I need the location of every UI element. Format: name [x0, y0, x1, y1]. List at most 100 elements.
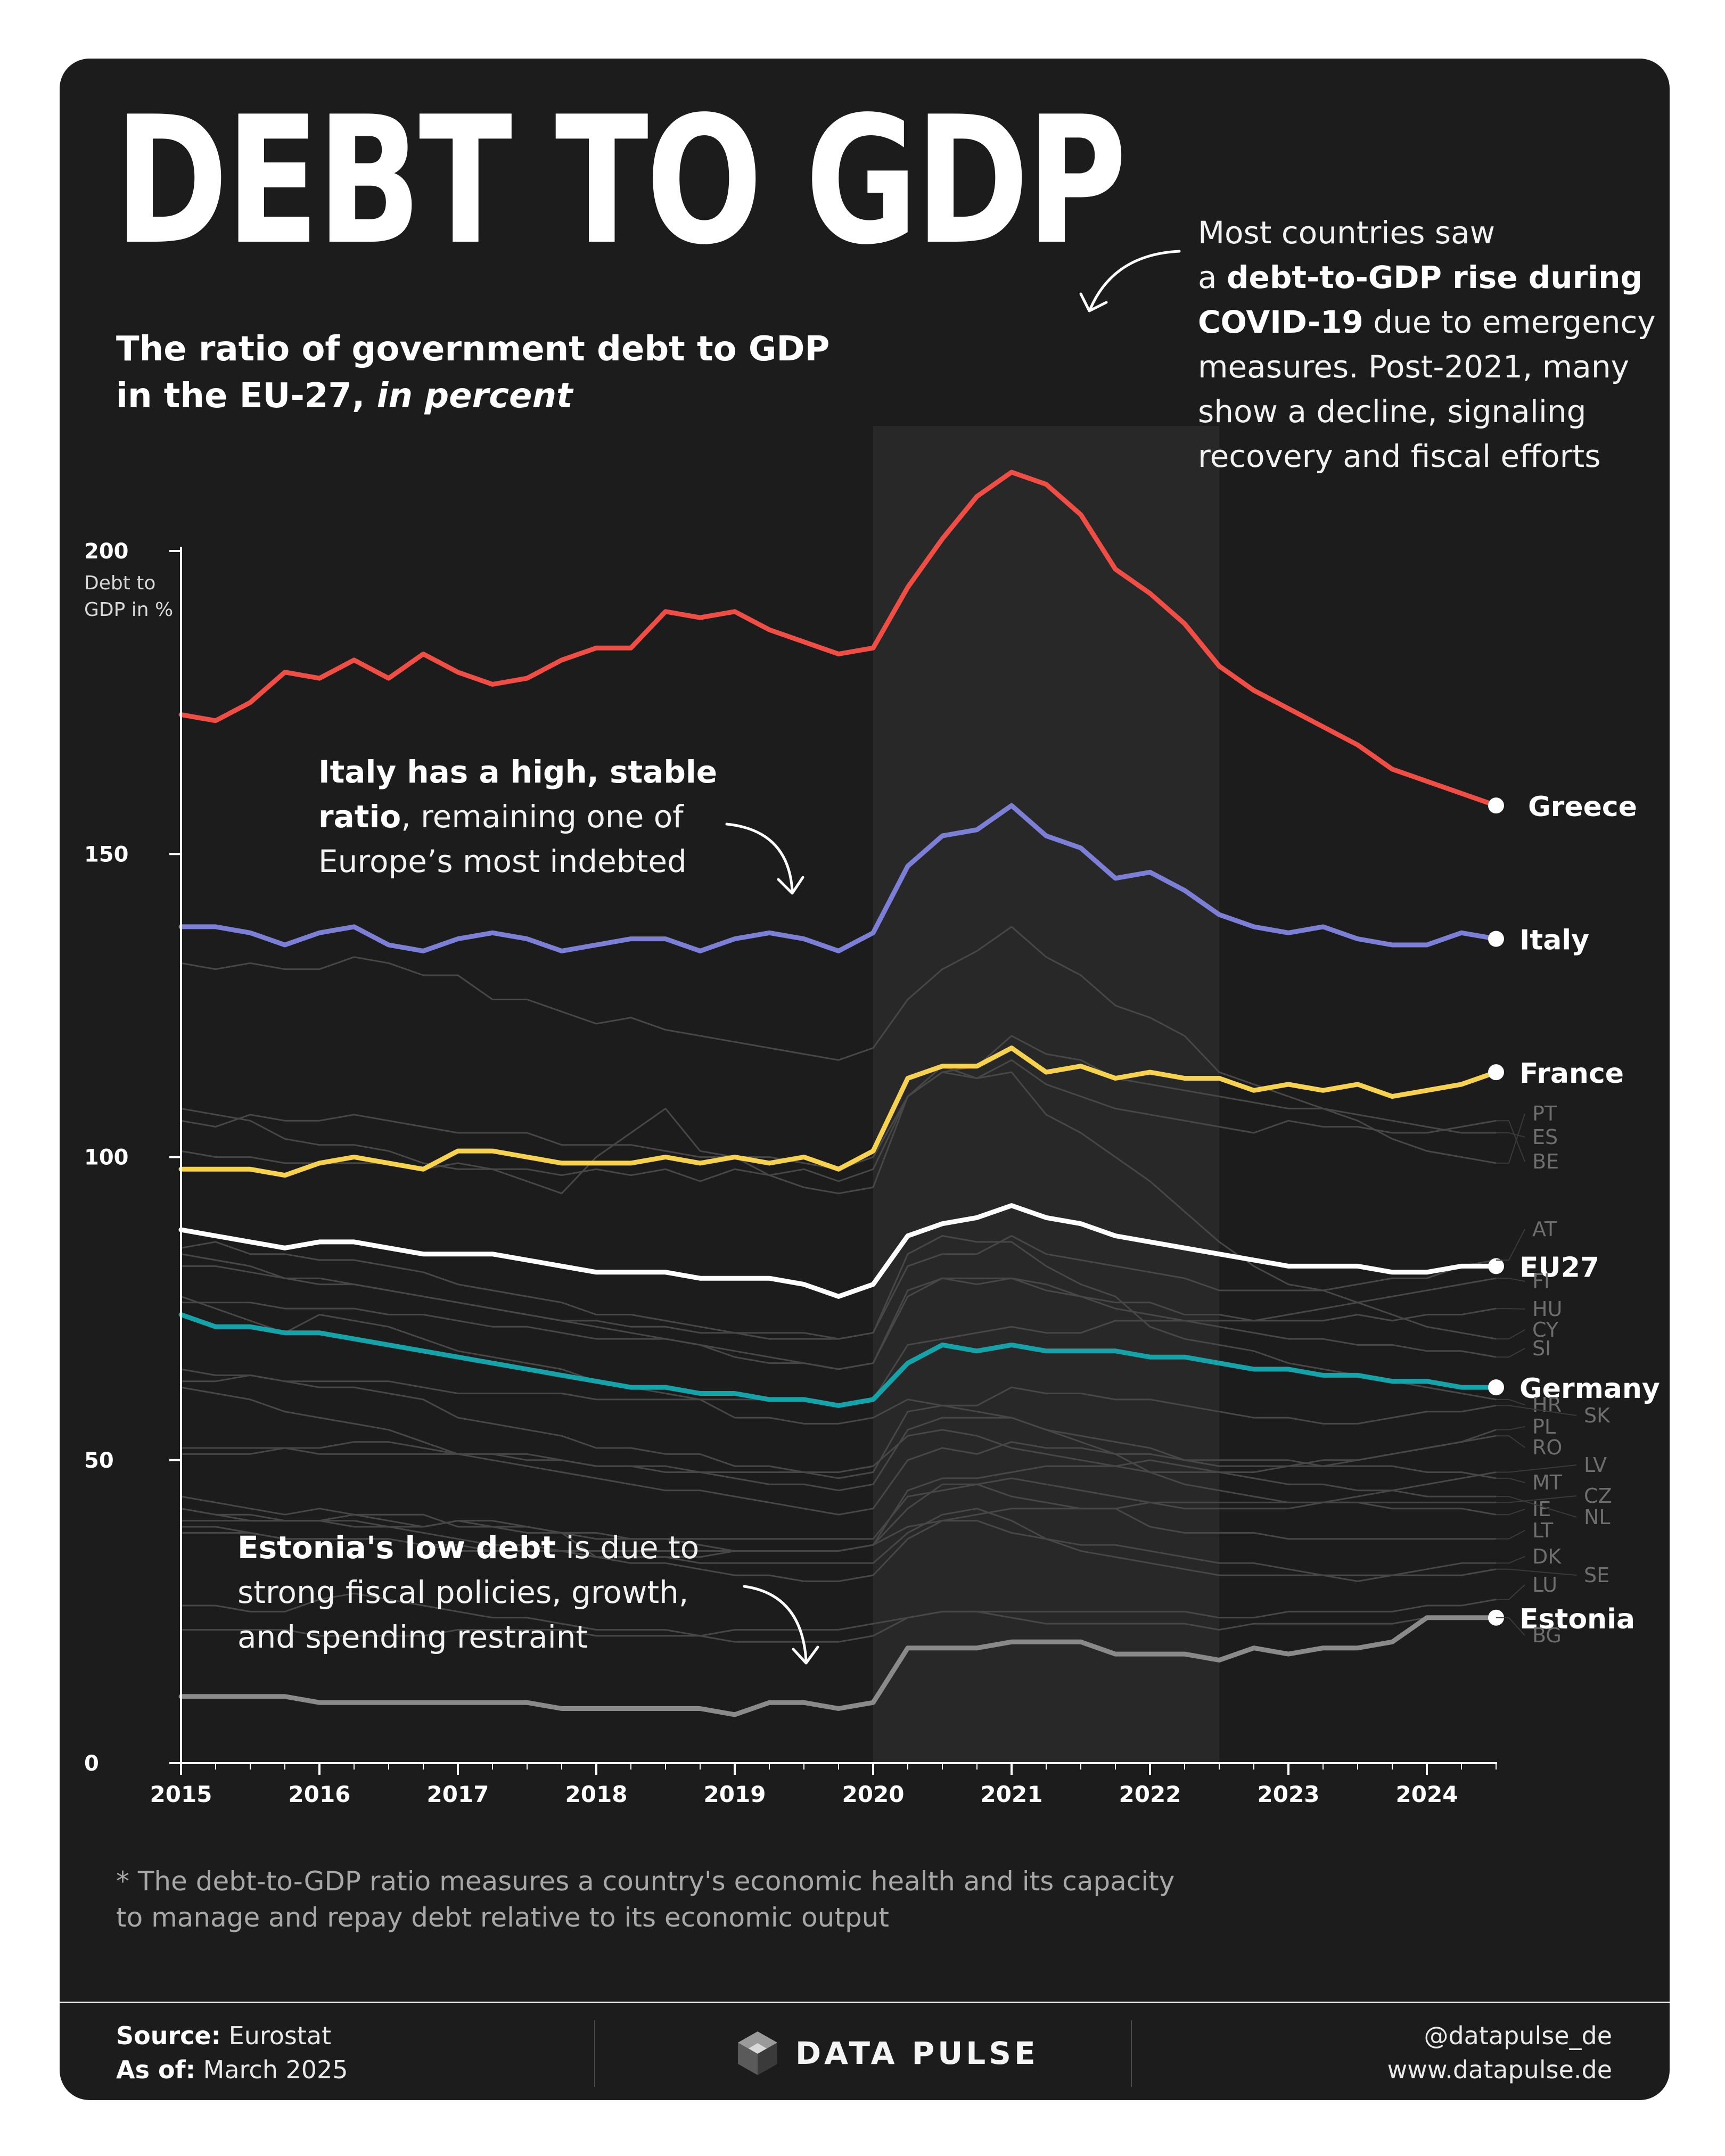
covid-note-line-5: show a decline, signaling	[1198, 393, 1587, 430]
end-label-greece: Greece	[1528, 791, 1637, 823]
end-leader-pt	[1496, 1113, 1525, 1164]
x-tick-label: 2020	[842, 1781, 905, 1807]
series-line-nl	[180, 1368, 1496, 1497]
end-leader-es	[1496, 1132, 1525, 1138]
end-leader-at	[1496, 1229, 1525, 1261]
italy-arrow	[725, 822, 794, 892]
x-tick-label: 2017	[427, 1781, 489, 1807]
asof-line: As of: March 2025	[116, 2053, 348, 2087]
y-tick-label: 100	[84, 1146, 129, 1170]
social-handle[interactable]: @datapulse_de	[1424, 2021, 1612, 2050]
series-line-germany	[178, 1312, 1499, 1408]
end-label-ie: IE	[1532, 1497, 1551, 1521]
italy-note-line-3: Europe’s most indebted	[318, 843, 687, 879]
subtitle-italic: in percent	[376, 376, 573, 416]
series-line-pt	[180, 926, 1497, 1164]
y-axis-unit-line-2: GDP in %	[84, 599, 173, 621]
x-tick-label: 2024	[1396, 1781, 1458, 1807]
estonia-note-line-3: and spending restraint	[237, 1619, 588, 1655]
x-tick-label: 2019	[704, 1781, 766, 1807]
end-label-nl: NL	[1584, 1505, 1611, 1529]
covid-note-line-3: COVID-19 due to emergency	[1198, 300, 1677, 344]
estonia-note-line-1-plain: is due to	[556, 1529, 700, 1566]
end-leader-lu	[1496, 1584, 1525, 1600]
x-tick-label: 2022	[1119, 1781, 1181, 1807]
subtitle-line-1: The ratio of government debt to GDP	[116, 330, 830, 369]
end-label-fi: FI	[1532, 1270, 1550, 1293]
covid-note-line-6: recovery and fiscal efforts	[1198, 438, 1601, 474]
source-line: Source: Eurostat	[116, 2019, 348, 2053]
covid-note-line-1: Most countries saw	[1198, 215, 1496, 251]
italy-note-line-2: ratio, remaining one of	[318, 794, 723, 839]
covid-arrow-head	[1079, 292, 1108, 312]
series-line-hu	[181, 1277, 1497, 1370]
brand-name: DATA PULSE	[795, 2035, 1039, 2071]
series-end-dot-france	[1488, 1064, 1504, 1081]
subtitle-line-2-plain: in the EU-27,	[116, 376, 377, 416]
source-value: Eurostat	[221, 2021, 332, 2050]
series-line-hr	[180, 1235, 1497, 1401]
series-line-sk	[181, 1386, 1497, 1479]
end-leader-mt	[1496, 1477, 1525, 1483]
annotation-arrows	[725, 250, 1181, 1665]
end-label-italy: Italy	[1519, 925, 1589, 957]
end-label-lv: LV	[1584, 1453, 1607, 1477]
end-label-pl: PL	[1532, 1415, 1556, 1438]
series-end-dot-italy	[1488, 931, 1504, 947]
end-label-be: BE	[1532, 1150, 1559, 1173]
footer-separator-right	[1131, 2020, 1132, 2087]
series-line-eu27	[178, 1203, 1499, 1299]
end-leader-se	[1496, 1568, 1577, 1576]
page-title: DEBT TO GDP	[114, 79, 1127, 283]
series-line-pl	[181, 1417, 1497, 1492]
footnote-line-2: to manage and repay debt relative to its…	[116, 1902, 889, 1933]
italy-arrow-head	[777, 876, 804, 895]
series-line-lu	[181, 1599, 1497, 1637]
end-leader-cz	[1496, 1495, 1577, 1503]
series-line-at	[180, 1235, 1497, 1340]
end-label-eu27: EU27	[1519, 1252, 1599, 1283]
estonia-note-line-2: strong fiscal policies, growth,	[237, 1574, 689, 1610]
chart-card	[60, 59, 1670, 2100]
asof-value: March 2025	[195, 2055, 348, 2084]
source-label: Source:	[116, 2021, 221, 2050]
series-line-be	[180, 1059, 1497, 1170]
x-tick-label: 2016	[289, 1781, 351, 1807]
end-leader-hr	[1496, 1398, 1525, 1405]
covid-note-line-3-plain: due to emergency	[1363, 304, 1656, 340]
covid-note-line-2-plain: a	[1198, 259, 1227, 295]
italy-annotation: Italy has a high, stable ratio, remainin…	[318, 750, 723, 884]
estonia-note-line-1: Estonia's low debt is due to	[237, 1525, 717, 1570]
y-tick-label: 200	[84, 539, 129, 564]
end-leader-be	[1496, 1120, 1525, 1162]
website-link[interactable]: www.datapulse.de	[1387, 2055, 1612, 2084]
y-tick-label: 0	[84, 1751, 99, 1776]
x-tick-label: 2018	[565, 1781, 628, 1807]
end-leader-nl	[1496, 1496, 1577, 1518]
end-label-ro: RO	[1532, 1436, 1562, 1459]
end-label-france: France	[1519, 1058, 1624, 1090]
covid-shaded-band	[873, 426, 1219, 1763]
x-tick-label: 2021	[981, 1781, 1043, 1807]
end-leader-si	[1496, 1348, 1525, 1358]
covid-annotation: Most countries saw a debt-to-GDP rise du…	[1198, 210, 1677, 479]
subtitle-line-2: in the EU-27, in percent	[116, 373, 915, 419]
series-line-bg	[181, 1592, 1496, 1643]
footnote: * The debt-to-GDP ratio measures a count…	[116, 1863, 1341, 1936]
end-label-sk: SK	[1584, 1404, 1611, 1427]
footer-separator-left	[594, 2020, 595, 2087]
footnote-line-1: * The debt-to-GDP ratio measures a count…	[116, 1866, 1175, 1897]
source-block: Source: Eurostat As of: March 2025	[116, 2019, 348, 2087]
end-leader-ie	[1496, 1509, 1525, 1516]
end-label-cy: CY	[1532, 1318, 1559, 1342]
end-label-dk: DK	[1532, 1545, 1562, 1568]
series-end-dot-eu27	[1488, 1258, 1504, 1274]
estonia-arrow-head	[792, 1645, 819, 1665]
end-labels: GreeceItalyFranceEU27GermanyEstoniaPTESB…	[1496, 791, 1660, 1647]
end-label-es: ES	[1532, 1125, 1558, 1149]
series-line-france	[178, 1046, 1499, 1178]
end-label-se: SE	[1584, 1563, 1609, 1587]
end-label-estonia: Estonia	[1519, 1603, 1635, 1635]
covid-note-line-2: a debt-to-GDP rise during	[1198, 255, 1677, 300]
